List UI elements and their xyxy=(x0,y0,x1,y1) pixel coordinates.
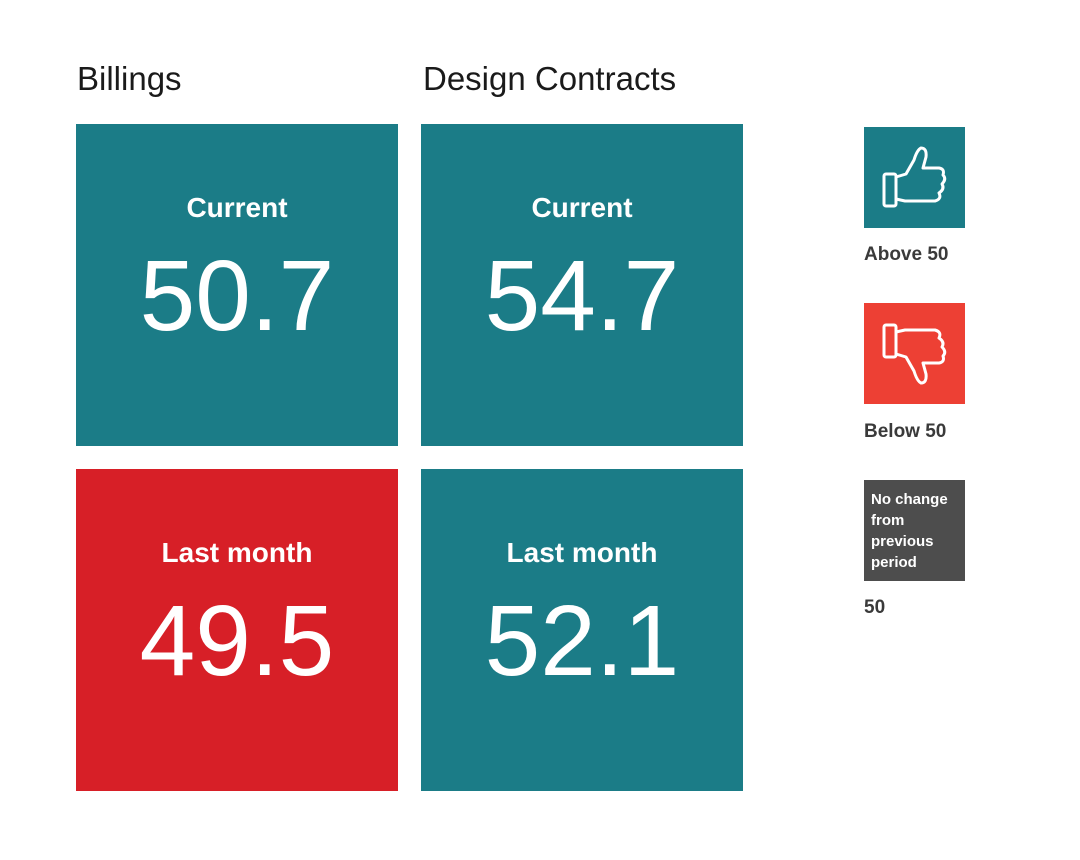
design-contracts-title: Design Contracts xyxy=(423,60,677,97)
billings-title: Billings xyxy=(77,60,182,97)
tile-label: Last month xyxy=(506,537,658,568)
tile-value: 50.7 xyxy=(139,240,335,352)
tile-value: 54.7 xyxy=(484,240,680,352)
legend-no-change-text: No change from previous period xyxy=(871,491,948,571)
billings-last-month-tile: Last month 49.5 xyxy=(76,469,398,791)
legend-above-label: Above 50 xyxy=(864,244,949,265)
tile-label: Current xyxy=(531,192,633,223)
design-contracts-current-tile: Current 54.7 xyxy=(421,124,743,446)
tile-label: Last month xyxy=(161,537,313,568)
legend-no-change-swatch: No change from previous period xyxy=(864,480,965,581)
legend-below-label: Below 50 xyxy=(864,421,947,442)
thumbs-down-icon xyxy=(882,323,947,385)
legend-no-change-label: 50 xyxy=(864,597,886,618)
billings-current-tile: Current 50.7 xyxy=(76,124,398,446)
legend-above-swatch xyxy=(864,127,965,228)
tile-label: Current xyxy=(186,192,288,223)
thumbs-up-icon xyxy=(882,146,947,208)
tile-value: 52.1 xyxy=(484,585,680,697)
legend-below-swatch xyxy=(864,303,965,404)
design-contracts-last-month-tile: Last month 52.1 xyxy=(421,469,743,791)
tile-value: 49.5 xyxy=(139,585,335,697)
